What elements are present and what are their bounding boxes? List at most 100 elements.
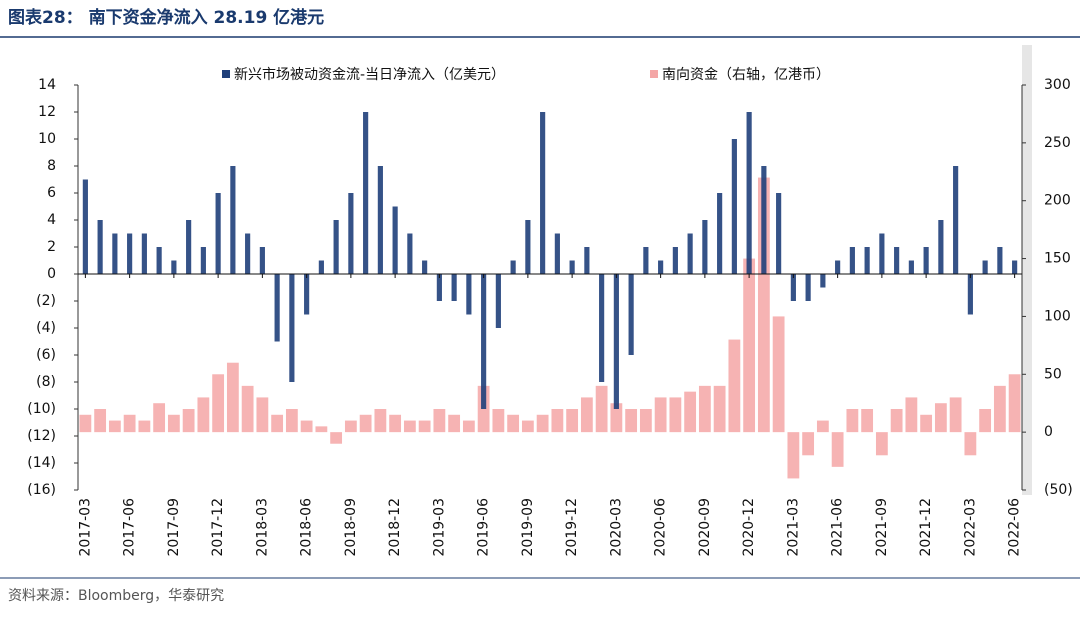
bar	[197, 397, 210, 433]
y2-tick-label: 250	[1044, 135, 1071, 151]
bar	[344, 420, 357, 433]
bar	[182, 409, 195, 433]
x-tick-label: 2020-03	[608, 498, 624, 557]
bar	[82, 179, 88, 274]
bar	[466, 274, 472, 315]
bar	[923, 247, 929, 274]
x-tick-label: 2019-06	[476, 498, 492, 557]
bar	[462, 420, 475, 433]
bar	[569, 260, 575, 274]
bar	[790, 274, 796, 301]
bar	[702, 220, 708, 274]
y-tick-label: 2	[47, 239, 56, 255]
bar	[554, 233, 560, 274]
y2-tick-label: 200	[1044, 193, 1071, 209]
bar	[94, 409, 107, 433]
bar	[993, 385, 1006, 433]
bar	[628, 274, 634, 355]
bar	[831, 432, 844, 467]
bar	[241, 385, 254, 433]
x-tick-label: 2018-06	[299, 498, 315, 557]
bar	[333, 220, 339, 274]
bar	[407, 233, 413, 274]
chart-title: 图表28： 南下资金净流入 28.19 亿港元	[8, 7, 324, 28]
bar	[481, 274, 487, 409]
bar	[908, 260, 914, 274]
bar	[849, 247, 855, 274]
bar	[495, 274, 501, 328]
bar	[304, 274, 310, 315]
bar	[820, 274, 826, 288]
bar	[300, 420, 313, 433]
bar	[846, 409, 859, 433]
bar	[422, 260, 428, 274]
bar	[230, 166, 236, 274]
x-tick-label: 2018-09	[343, 498, 359, 557]
y-tick-label: (10)	[27, 401, 56, 417]
bar	[330, 432, 343, 444]
bar	[684, 391, 697, 433]
bar	[97, 220, 103, 274]
x-tick-label: 2020-09	[697, 498, 713, 557]
bar	[613, 274, 619, 409]
bar	[156, 247, 162, 274]
y-tick-label: (6)	[36, 347, 56, 363]
bar	[1012, 260, 1018, 274]
bar	[108, 420, 121, 433]
bar	[787, 432, 800, 479]
bar	[167, 414, 180, 433]
bar	[374, 409, 387, 433]
bar	[171, 260, 177, 274]
legend-swatch	[650, 70, 658, 78]
y-tick-label: (8)	[36, 374, 56, 390]
bar	[698, 385, 711, 433]
bar	[226, 362, 239, 433]
y-tick-label: 14	[38, 77, 56, 93]
x-tick-label: 2019-12	[564, 498, 580, 557]
bar	[521, 420, 534, 433]
bar	[920, 414, 933, 433]
bar	[672, 247, 678, 274]
bar	[259, 247, 265, 274]
bar	[436, 274, 442, 301]
bar	[127, 233, 133, 274]
bar	[997, 247, 1003, 274]
bar	[639, 409, 652, 433]
bar	[433, 409, 446, 433]
x-tick-label: 2022-03	[962, 498, 978, 557]
y-tick-label: 4	[47, 212, 56, 228]
bar	[949, 397, 962, 433]
bar	[215, 193, 221, 274]
x-tick-label: 2018-03	[254, 498, 270, 557]
bar	[186, 220, 192, 274]
bar	[584, 247, 590, 274]
bar	[510, 260, 516, 274]
bar	[551, 409, 564, 433]
bar	[1008, 374, 1021, 433]
x-tick-label: 2020-12	[741, 498, 757, 557]
x-tick-label: 2017-06	[122, 498, 138, 557]
bar	[625, 409, 638, 433]
bar	[448, 414, 461, 433]
bar	[112, 233, 118, 274]
bar	[835, 260, 841, 274]
bar	[654, 397, 667, 433]
bar	[289, 274, 295, 382]
bar	[507, 414, 520, 433]
legend-label: 南向资金（右轴，亿港币）	[662, 67, 830, 83]
bar	[580, 397, 593, 433]
bar	[772, 316, 785, 433]
y-tick-label: 0	[47, 266, 56, 282]
bar	[200, 247, 206, 274]
y2-tick-label: 50	[1044, 366, 1062, 382]
bar	[890, 409, 903, 433]
scroll-band	[1022, 45, 1032, 495]
bar	[245, 233, 251, 274]
bar	[643, 247, 649, 274]
bar	[599, 274, 605, 382]
bar	[982, 260, 988, 274]
bar	[964, 432, 977, 456]
x-tick-label: 2020-06	[653, 498, 669, 557]
bar	[318, 260, 324, 274]
bar	[363, 112, 369, 274]
